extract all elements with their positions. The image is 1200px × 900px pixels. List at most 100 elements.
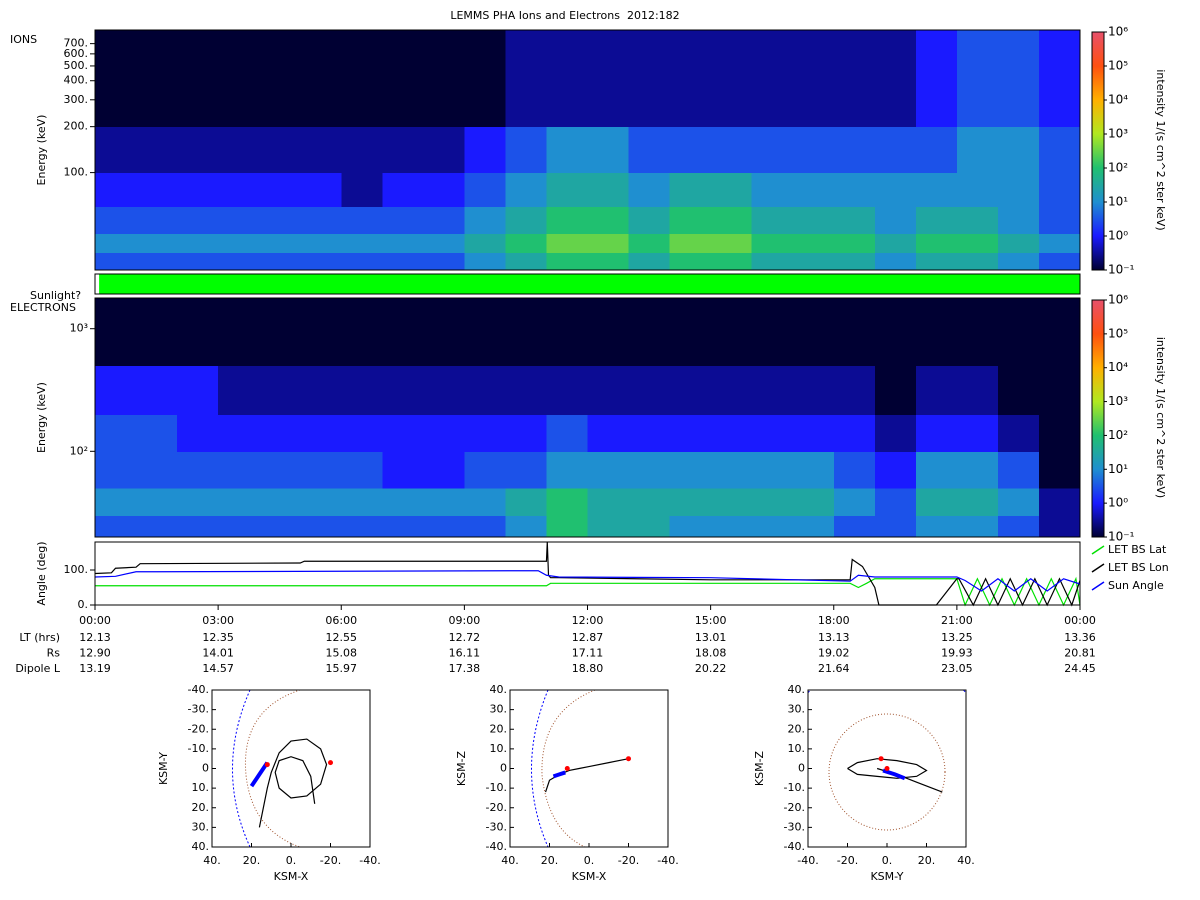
heatmap-cell [341,298,383,367]
heatmap-cell [669,126,712,174]
heatmap-cell [997,365,1040,415]
legend-swatch [1091,563,1105,573]
heatmap-cell [464,30,506,128]
heatmap-cell [341,233,383,253]
heatmap-cell [669,172,712,207]
heatmap-cell [259,172,301,207]
heatmap-cell [218,298,260,367]
heatmap-cell [259,365,301,415]
heatmap-cell [259,451,301,489]
colorbar-label: intensity 1/(s cm^2 ster keV) [1154,69,1167,230]
heatmap-cell [505,206,547,234]
heatmap-cell [136,172,178,207]
x-tick-label: 21:00 [941,614,973,627]
heatmap-cell [710,298,753,367]
legend-label: LET BS Lon [1108,561,1169,574]
heatmap-cell [833,414,876,452]
x-tick-label: -40. [657,854,678,867]
heatmap-cell [177,172,219,207]
y-axis-label: Angle (deg) [35,541,48,605]
heatmap-cell [710,252,753,271]
heatmap-cell [341,365,383,415]
colorbar-tick-label: 10⁵ [1108,326,1128,340]
heatmap-cell [218,126,260,174]
heatmap-cell [587,252,630,271]
heatmap-cell [628,298,671,367]
heatmap-cell [259,515,301,538]
heatmap-cell [218,172,260,207]
heatmap-cell [710,365,753,415]
heatmap-cell [95,126,137,174]
ephemeris-value: 17.11 [572,647,604,660]
heatmap-cell [259,488,301,516]
heatmap-cell [382,451,424,489]
heatmap-cell [136,206,178,234]
heatmap-cell [751,233,794,253]
y-tick-label: 100. [64,166,89,179]
heatmap-cell [177,488,219,516]
series-line [95,576,1081,607]
heatmap-cell [669,233,712,253]
ephemeris-value: 12.87 [572,631,604,644]
heatmap-cell [628,515,671,538]
y-tick-label: -30. [784,820,805,833]
heatmap-cell [382,172,424,207]
trajectory [544,758,629,793]
heatmap-cell [1038,365,1081,415]
colorbar-tick-label: 10¹ [1108,462,1128,476]
heatmap-cell [956,488,999,516]
heatmap-cell [382,414,424,452]
plot-frame [94,29,1081,271]
heatmap-cell [95,233,137,253]
heatmap-cell [546,488,588,516]
heatmap-cell [95,298,137,367]
heatmap-cell [382,515,424,538]
heatmap-cell [423,172,465,207]
heatmap-cell [546,206,588,234]
heatmap-cell [710,414,753,452]
ephemeris-value: 12.72 [449,631,481,644]
heatmap-cell [997,298,1040,367]
x-tick-label: 40. [203,854,221,867]
strip-segment [95,274,100,294]
heatmap-cell [218,365,260,415]
y-tick-label: -40. [784,840,805,853]
heatmap-cell [997,233,1040,253]
ephemeris-value: 13.19 [79,662,111,675]
heatmap-cell [136,515,178,538]
ephemeris-value: 12.55 [326,631,358,644]
heatmap-cell [751,172,794,207]
y-tick-label: -30. [486,820,507,833]
heatmap-cell [1038,126,1081,174]
ephemeris-value: 21.64 [818,662,850,675]
heatmap-cell [587,414,630,452]
heatmap-cell [956,515,999,538]
strip-segment [99,274,1080,294]
y-axis-label: KSM-Z [455,750,468,786]
heatmap-cell [259,298,301,367]
x-tick-label: -20. [320,854,341,867]
heatmap-cell [628,172,671,207]
heatmap-cell [505,414,547,452]
heatmap-cell [915,206,958,234]
series-line [94,570,1081,592]
heatmap-cell [833,488,876,516]
heatmap-cell [628,414,671,452]
heatmap-cell [382,126,424,174]
heatmap-cell [792,414,835,452]
heatmap-cell [751,298,794,367]
heatmap-cell [546,298,588,367]
colorbar-tick-label: 10³ [1108,127,1128,141]
heatmap-cell [136,126,178,174]
ephemeris-label: Dipole L [15,662,61,675]
heatmap-cell [95,515,137,538]
heatmap-cell [95,414,137,452]
y-tick-label: 700. [64,37,89,50]
y-tick-label: 20. [788,722,806,735]
heatmap-cell [997,488,1040,516]
heatmap-cell [628,252,671,271]
heatmap-cell [259,233,301,253]
heatmap-cell [956,30,999,128]
heatmap-cell [546,233,588,253]
